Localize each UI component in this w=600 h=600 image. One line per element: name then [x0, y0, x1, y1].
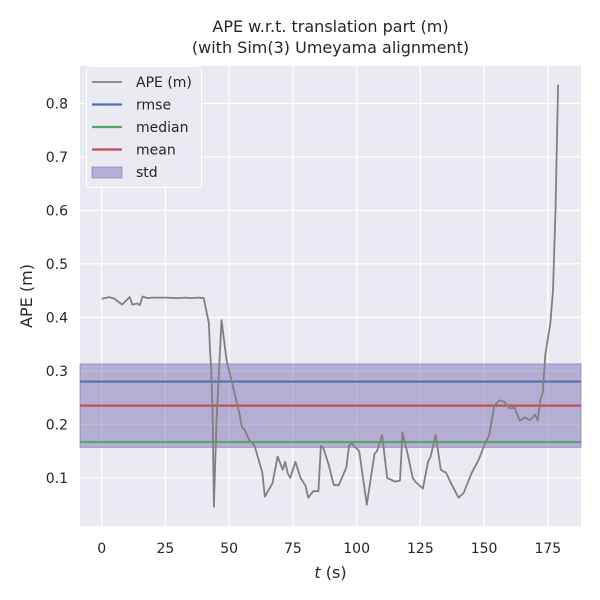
x-tick-label: 100 [343, 541, 370, 557]
x-axis-unit: (s) [321, 563, 347, 582]
x-tick-label: 25 [156, 541, 174, 557]
x-axis-label: t (s) [314, 563, 346, 582]
x-tick-label: 0 [97, 541, 106, 557]
legend-label-median: median [136, 120, 188, 136]
chart-title: APE w.r.t. translation part (m) [212, 17, 448, 36]
legend-label-ape: APE (m) [136, 75, 192, 91]
y-tick-label: 0.6 [46, 203, 68, 219]
chart-subtitle: (with Sim(3) Umeyama alignment) [192, 38, 469, 57]
y-tick-label: 0.1 [46, 471, 68, 487]
y-tick-label: 0.4 [46, 310, 68, 326]
legend-label-rmse: rmse [136, 98, 171, 114]
legend-label-std_fill: std [136, 165, 158, 181]
y-axis-ticks: 0.1 0.2 0.3 0.4 0.5 0.6 0.7 0.8 [46, 96, 68, 486]
x-tick-label: 125 [407, 541, 434, 557]
x-tick-label: 175 [534, 541, 561, 557]
y-tick-label: 0.5 [46, 257, 68, 273]
y-tick-label: 0.8 [46, 96, 68, 112]
series-lines [101, 84, 559, 508]
legend-frame [86, 66, 202, 188]
x-tick-label: 75 [284, 541, 302, 557]
x-axis-ticks: 0 25 50 75 100 125 150 175 [97, 541, 561, 557]
x-tick-label: 150 [471, 541, 498, 557]
x-tick-label: 50 [220, 541, 238, 557]
stat-lines [80, 380, 581, 444]
y-tick-label: 0.2 [46, 417, 68, 433]
legend-swatch-std_fill [91, 166, 123, 179]
ape-series-line [101, 84, 559, 508]
legend-label-mean: mean [136, 143, 176, 159]
y-axis-label: APE (m) [17, 264, 36, 328]
legend: APE (m) rmse median mean std [86, 66, 202, 188]
x-axis-variable: t [314, 563, 321, 582]
y-tick-label: 0.7 [46, 150, 68, 166]
y-tick-label: 0.3 [46, 364, 68, 380]
